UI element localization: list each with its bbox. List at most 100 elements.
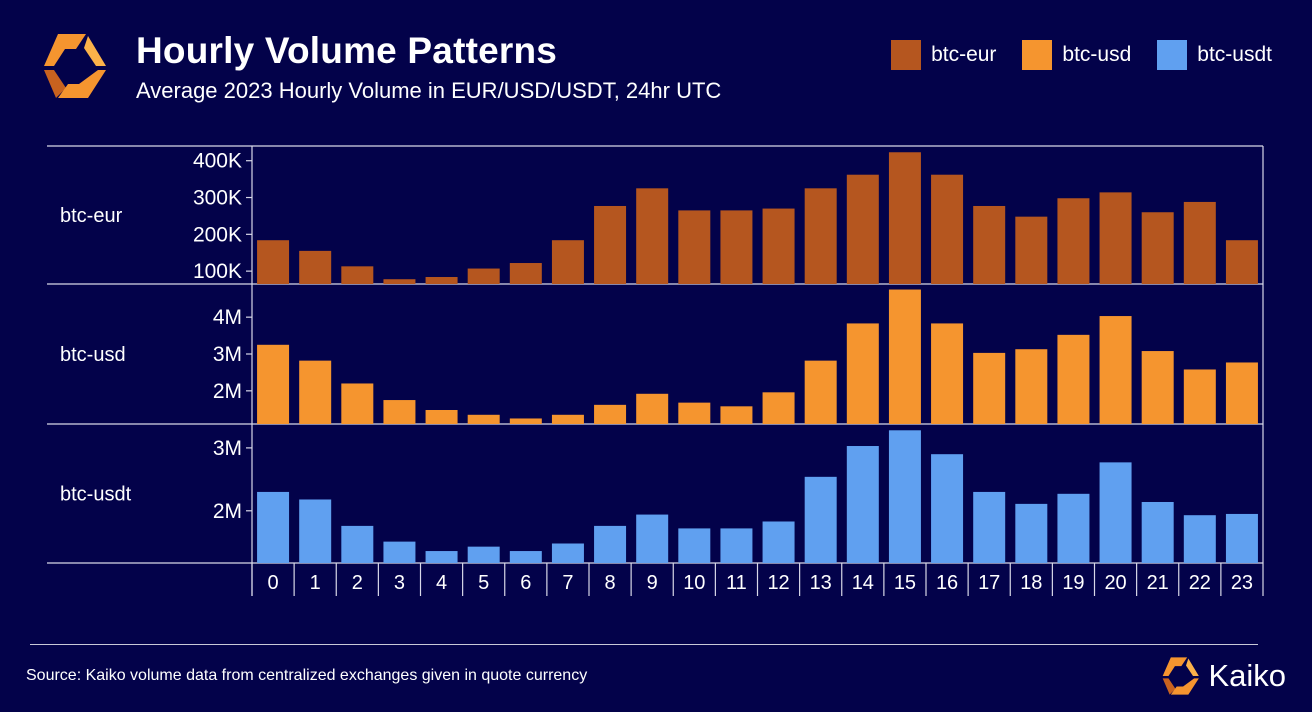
- bar-btc-usdt-3: [383, 541, 416, 563]
- bar-btc-eur-18: [1015, 216, 1048, 284]
- panel-label-btc-usdt: btc-usdt: [60, 484, 132, 506]
- bar-btc-usdt-10: [678, 528, 711, 563]
- bar-btc-usd-20: [1099, 316, 1132, 424]
- bar-btc-usdt-17: [973, 491, 1006, 563]
- bar-btc-eur-5: [467, 268, 500, 284]
- panel-label-btc-usd: btc-usd: [60, 344, 126, 366]
- page-subtitle: Average 2023 Hourly Volume in EUR/USD/US…: [136, 78, 722, 103]
- bar-btc-eur-23: [1225, 240, 1258, 284]
- bar-btc-usd-14: [846, 323, 879, 424]
- bar-btc-usd-6: [509, 418, 542, 424]
- bar-btc-usd-13: [804, 360, 837, 424]
- y-tick-label-btc-usd: 4M: [213, 306, 242, 329]
- bar-btc-usdt-14: [846, 446, 879, 563]
- bar-btc-usdt-0: [257, 491, 290, 563]
- bar-btc-usd-2: [341, 383, 374, 424]
- x-tick-label: 10: [683, 572, 705, 594]
- bar-btc-eur-16: [931, 174, 964, 284]
- x-tick-label: 14: [852, 572, 874, 594]
- bar-btc-usdt-11: [720, 528, 753, 563]
- y-tick-label-btc-eur: 100K: [193, 260, 242, 283]
- bar-btc-usdt-12: [762, 521, 795, 563]
- bar-btc-usdt-18: [1015, 503, 1048, 563]
- x-tick-label: 4: [436, 572, 447, 594]
- bar-btc-usdt-5: [467, 546, 500, 563]
- bar-btc-eur-13: [804, 188, 837, 284]
- bar-btc-usdt-15: [888, 430, 921, 563]
- y-tick-label-btc-eur: 300K: [193, 187, 242, 210]
- bar-btc-eur-11: [720, 210, 753, 284]
- y-tick-label-btc-eur: 400K: [193, 150, 242, 173]
- bar-btc-usd-4: [425, 410, 458, 424]
- bar-btc-usdt-9: [636, 514, 669, 563]
- bar-btc-eur-12: [762, 208, 795, 284]
- x-tick-label: 5: [478, 572, 489, 594]
- bar-btc-usd-23: [1225, 362, 1258, 424]
- bar-btc-eur-14: [846, 174, 879, 284]
- bar-btc-usdt-19: [1057, 493, 1090, 563]
- bar-btc-eur-9: [636, 188, 669, 284]
- x-tick-label: 17: [978, 572, 1000, 594]
- bar-btc-usd-7: [551, 414, 584, 424]
- bar-btc-usdt-2: [341, 525, 374, 563]
- x-tick-label: 13: [810, 572, 832, 594]
- legend-swatch-btc-usd: [1022, 40, 1053, 70]
- x-tick-label: 16: [936, 572, 958, 594]
- legend-swatch-btc-eur: [891, 40, 922, 70]
- x-tick-label: 19: [1062, 572, 1084, 594]
- bar-btc-usd-12: [762, 392, 795, 424]
- bar-btc-usd-22: [1183, 369, 1216, 424]
- x-tick-label: 2: [352, 572, 363, 594]
- bar-btc-usdt-22: [1183, 515, 1216, 563]
- bar-btc-eur-15: [888, 152, 921, 284]
- bar-btc-usdt-6: [509, 551, 542, 563]
- x-tick-label: 22: [1189, 572, 1211, 594]
- kaiko-logo-icon: [44, 34, 106, 98]
- bar-btc-eur-6: [509, 263, 542, 284]
- x-tick-label: 23: [1231, 572, 1253, 594]
- brand-block: Kaiko: [1158, 656, 1286, 696]
- y-tick-label-btc-usd: 3M: [213, 343, 242, 366]
- x-tick-label: 11: [726, 572, 747, 594]
- y-tick-label-btc-usd: 2M: [213, 380, 242, 403]
- x-tick-label: 18: [1020, 572, 1042, 594]
- chart-legend: btc-eur btc-usd btc-usdt: [891, 40, 1272, 70]
- x-tick-label: 3: [394, 572, 405, 594]
- legend-item-btc-usdt: btc-usdt: [1157, 40, 1272, 70]
- bar-btc-usd-9: [636, 393, 669, 424]
- x-tick-label: 15: [894, 572, 916, 594]
- y-tick-label-btc-eur: 200K: [193, 223, 242, 246]
- bar-btc-usdt-8: [594, 525, 627, 563]
- bar-btc-usdt-16: [931, 454, 964, 563]
- legend-label-btc-usd: btc-usd: [1062, 43, 1132, 66]
- x-tick-label: 0: [268, 572, 279, 594]
- bar-btc-usd-8: [594, 404, 627, 424]
- bar-btc-usdt-20: [1099, 462, 1132, 563]
- legend-item-btc-eur: btc-eur: [891, 40, 996, 70]
- bar-btc-eur-3: [383, 279, 416, 284]
- y-tick-label-btc-usdt: 2M: [213, 500, 242, 523]
- x-tick-label: 8: [605, 572, 616, 594]
- bar-btc-eur-0: [257, 240, 290, 284]
- bar-btc-eur-10: [678, 210, 711, 284]
- bar-btc-eur-7: [551, 240, 584, 284]
- bar-btc-usd-17: [973, 352, 1006, 424]
- bar-btc-eur-2: [341, 266, 374, 284]
- panel-label-btc-eur: btc-eur: [60, 205, 123, 227]
- bar-btc-eur-21: [1141, 212, 1174, 284]
- bar-btc-usd-0: [257, 344, 290, 424]
- bar-btc-usdt-23: [1225, 513, 1258, 563]
- y-tick-label-btc-usdt: 3M: [213, 437, 242, 460]
- bar-btc-eur-1: [299, 250, 332, 284]
- bar-btc-usd-1: [299, 360, 332, 424]
- bar-btc-usdt-4: [425, 551, 458, 563]
- bar-btc-usd-19: [1057, 334, 1090, 424]
- bar-btc-eur-19: [1057, 198, 1090, 284]
- bar-btc-eur-4: [425, 277, 458, 284]
- page-title: Hourly Volume Patterns: [136, 30, 558, 71]
- legend-swatch-btc-usdt: [1157, 40, 1188, 70]
- bar-btc-usd-11: [720, 406, 753, 424]
- bar-btc-eur-8: [594, 205, 627, 284]
- x-tick-label: 6: [520, 572, 531, 594]
